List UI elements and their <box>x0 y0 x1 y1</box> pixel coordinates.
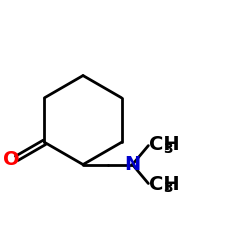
Text: CH: CH <box>149 175 180 194</box>
Text: 3: 3 <box>163 181 172 195</box>
Text: O: O <box>3 150 20 169</box>
Text: 3: 3 <box>163 142 172 156</box>
Text: CH: CH <box>149 135 180 154</box>
Text: N: N <box>124 155 140 174</box>
